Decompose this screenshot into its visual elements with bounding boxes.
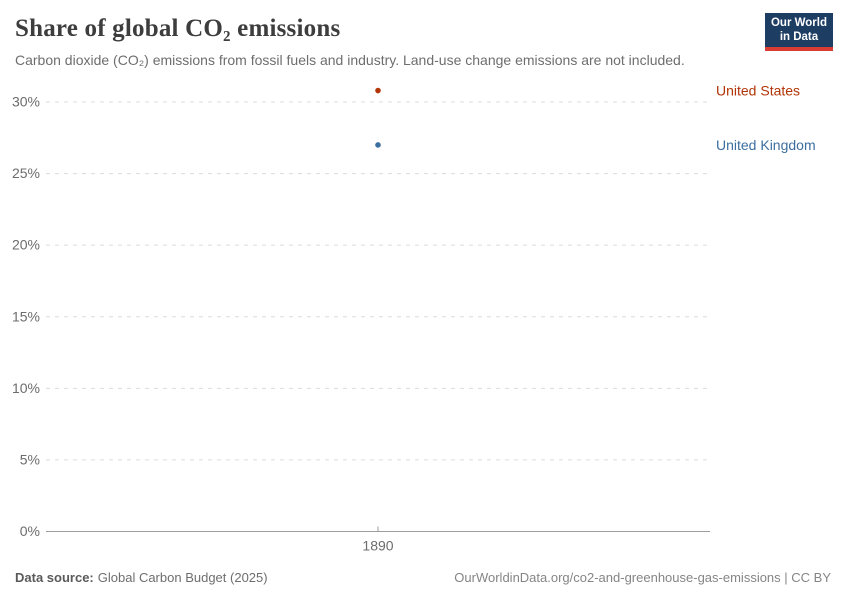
y-axis-tick-label: 5%: [20, 451, 40, 467]
y-axis-tick-label: 20%: [12, 237, 40, 253]
y-axis-tick-label: 10%: [12, 380, 40, 396]
y-axis-tick-label: 0%: [20, 523, 40, 539]
data-point-united-states[interactable]: [375, 87, 381, 94]
x-axis-tick-label: 1890: [362, 538, 393, 554]
data-source-label: Data source:: [15, 570, 94, 585]
y-axis-tick-label: 25%: [12, 165, 40, 181]
series-label-united-kingdom[interactable]: United Kingdom: [716, 137, 816, 153]
owid-logo: Our World in Data: [764, 13, 833, 51]
chart-title: Share of global CO₂ emissions: [15, 15, 341, 42]
owid-logo-line1: Our World: [770, 17, 827, 29]
chart-subtitle: Carbon dioxide (CO₂) emissions from foss…: [15, 52, 685, 68]
data-source-value: Global Carbon Budget (2025): [97, 570, 268, 585]
chart-footer: Data source: Global Carbon Budget (2025) …: [15, 570, 831, 585]
data-source-note: Data source: Global Carbon Budget (2025): [15, 570, 268, 585]
data-point-united-kingdom[interactable]: [375, 142, 381, 148]
y-axis-tick-label: 30%: [12, 94, 40, 110]
y-axis-tick-label: 15%: [12, 308, 40, 324]
footer-link[interactable]: OurWorldinData.org/co2-and-greenhouse-ga…: [454, 570, 831, 585]
series-label-united-states[interactable]: United States: [716, 83, 800, 99]
owid-logo-line2: in Data: [779, 30, 819, 43]
